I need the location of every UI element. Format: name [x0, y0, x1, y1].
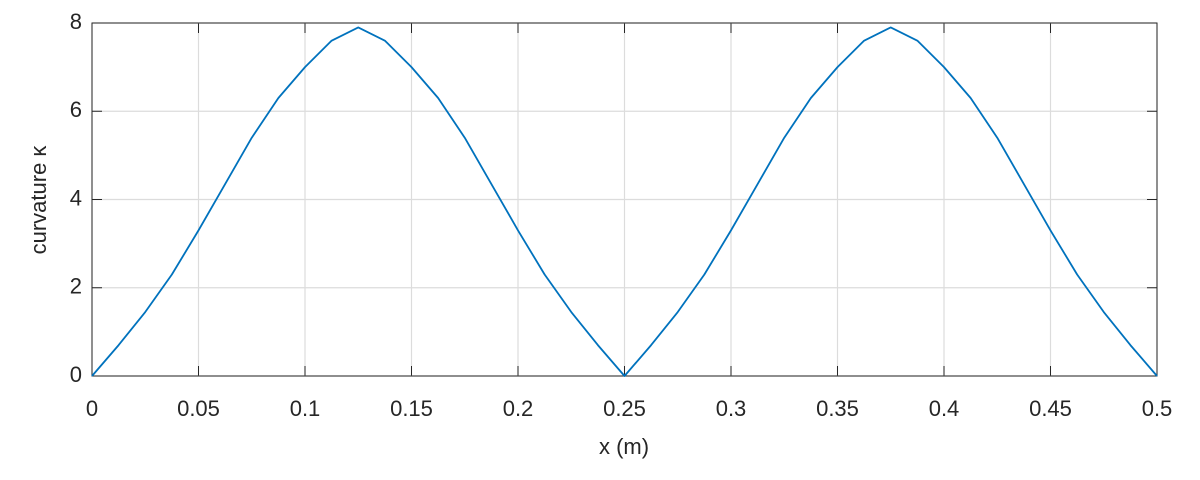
x-tick-label: 0.15: [390, 396, 433, 421]
x-tick-label: 0.2: [503, 396, 534, 421]
x-tick-label: 0.3: [716, 396, 747, 421]
y-tick-label: 4: [70, 185, 82, 210]
x-tick-label: 0.45: [1029, 396, 1072, 421]
x-tick-label: 0.05: [177, 396, 220, 421]
x-tick-label: 0.1: [290, 396, 321, 421]
y-tick-label: 6: [70, 97, 82, 122]
x-tick-label: 0.5: [1142, 396, 1173, 421]
y-tick-label: 0: [70, 362, 82, 387]
y-axis-label: curvature κ: [26, 145, 51, 255]
y-tick-label: 2: [70, 274, 82, 299]
y-tick-label: 8: [70, 9, 82, 34]
x-tick-label: 0.4: [929, 396, 960, 421]
curve: [91, 26, 1158, 377]
x-tick-label: 0.35: [816, 396, 859, 421]
x-axis-label: x (m): [599, 434, 649, 459]
x-tick-label: 0.25: [603, 396, 646, 421]
x-tick-label: 0: [86, 396, 98, 421]
